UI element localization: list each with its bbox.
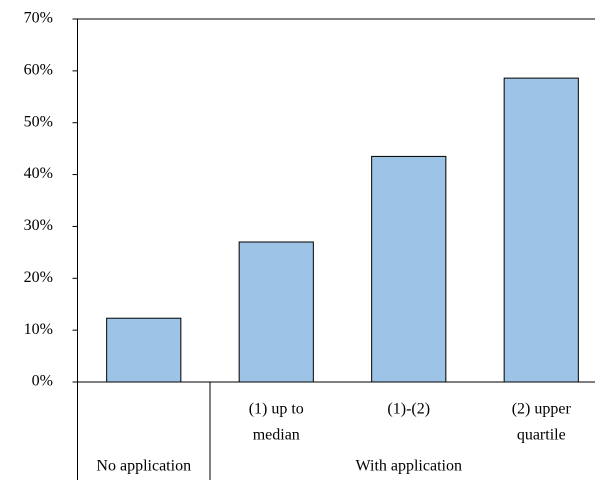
x-tick-label: quartile (517, 427, 566, 444)
x-tick-label: (2) upper (512, 401, 572, 418)
group-label: No application (96, 458, 191, 475)
x-tick-label: (1)-(2) (387, 401, 430, 418)
bar (503, 77, 579, 383)
x-tick-label: (1) up to (249, 401, 304, 418)
bar (106, 317, 182, 383)
y-tick-label: 30% (24, 217, 53, 234)
y-tick-label: 0% (32, 373, 53, 390)
y-tick-label: 10% (24, 321, 53, 338)
bar (238, 241, 314, 383)
group-label: With application (356, 458, 462, 475)
bar (371, 155, 447, 383)
y-tick-label: 60% (24, 62, 53, 79)
y-tick-label: 70% (24, 10, 53, 27)
x-tick-label: median (253, 427, 300, 444)
y-tick-label: 20% (24, 269, 53, 286)
y-tick-label: 50% (24, 113, 53, 130)
y-tick-label: 40% (24, 165, 53, 182)
